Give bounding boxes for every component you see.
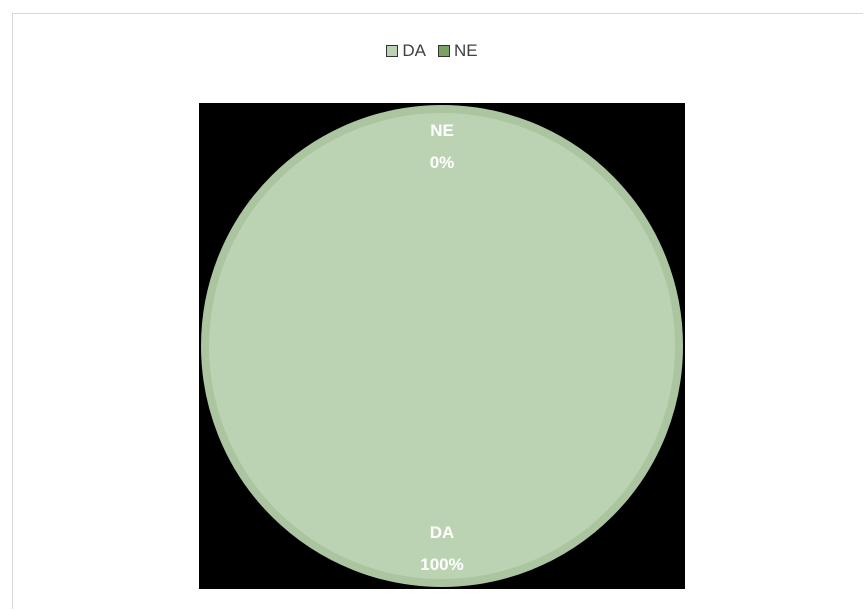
legend-label-ne: NE	[454, 41, 478, 60]
data-label-da-category: DA	[430, 523, 455, 542]
plot-area: NE 0% DA 100%	[199, 103, 685, 589]
legend: DA NE	[0, 39, 864, 63]
legend-swatch-da	[386, 45, 399, 57]
data-label-da-value: 100%	[420, 555, 463, 574]
legend-item-ne: NE	[438, 41, 478, 61]
legend-item-da: DA	[386, 41, 426, 61]
pie-chart: NE 0% DA 100%	[201, 105, 683, 587]
legend-label-da: DA	[402, 41, 426, 60]
pie-slice-da	[201, 105, 683, 587]
data-label-ne-value: 0%	[430, 153, 455, 172]
legend-swatch-ne	[438, 45, 450, 57]
data-label-ne-category: NE	[430, 121, 454, 140]
